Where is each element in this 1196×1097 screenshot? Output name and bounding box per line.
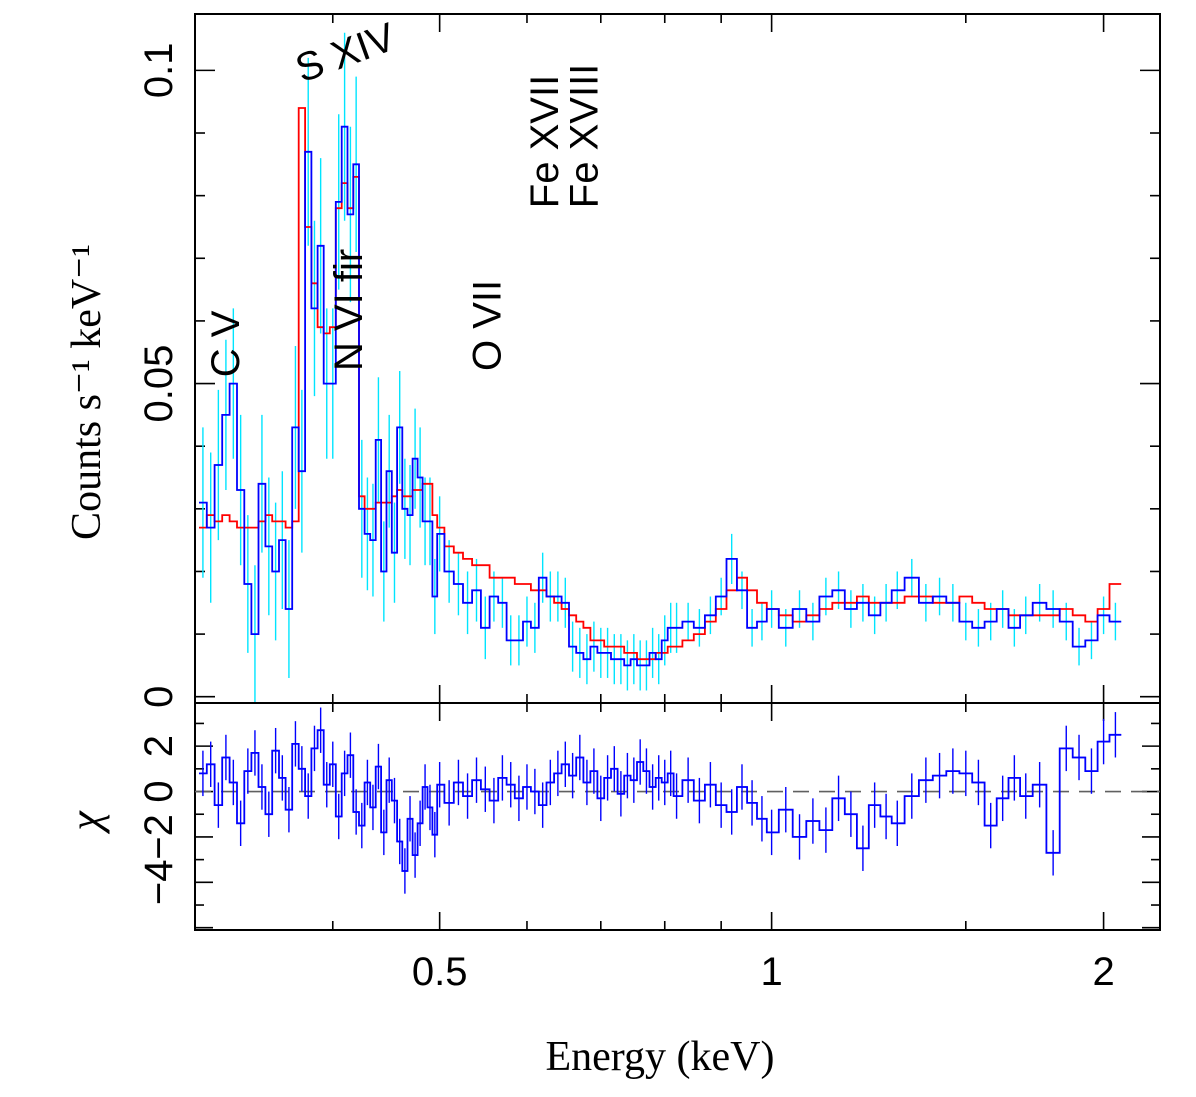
model-line [199,107,1122,661]
line-annotation: Fe XVIII [562,64,606,209]
x-tick-label: 1 [760,950,782,994]
residual-line [199,729,1122,872]
x-axis-label: Energy (keV) [546,1034,775,1080]
residual-panel: 0.5 1 2 −4−2 0 2 [137,702,1161,994]
residual-y-tick-label: −4 [137,860,181,906]
y-tick-label: 0.05 [137,345,181,423]
residual-y-tick-label: −2 [137,814,181,860]
x-tick-label: 0.5 [412,950,468,994]
line-annotation: N VI fir [327,249,371,371]
data-line [199,125,1122,667]
line-annotation: O VII [466,280,510,371]
residual-y-tick-label: 2 [137,735,181,757]
spectrum-panel: 0 0.05 0.1 [137,13,1161,708]
line-annotation: S XIV [290,15,401,91]
x-tick-label: 2 [1092,950,1114,994]
residual-axis-label: χ [61,810,110,835]
y-tick-label: 0 [137,686,181,708]
y-tick-label: 0.1 [137,43,181,99]
line-annotation: Fe XVII [523,75,567,208]
residual-y-tick-label: 0 [137,780,181,802]
y-axis-label: Counts s⁻¹ keV⁻¹ [64,244,110,540]
line-annotation: C V [204,310,248,377]
residual-frame [194,702,1161,931]
